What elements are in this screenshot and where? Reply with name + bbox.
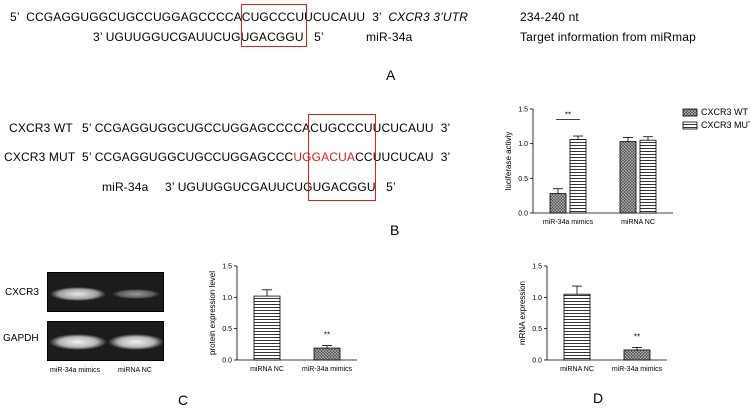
utr-seq-part1: CCGAGGUGGCUGCCUGGAGCCC	[26, 10, 225, 24]
mrna-significance-label: **	[634, 332, 640, 341]
panel-letter-a: A	[386, 67, 396, 83]
mut-seq-part2: CCUUCUCAU	[355, 150, 434, 164]
mirna-3prime: 3’	[93, 30, 103, 44]
prot-y-axis-label: protein expression level	[208, 271, 217, 355]
mut-label: CXCR3 MUT	[4, 150, 76, 164]
mir-label-b: miR-34a	[102, 180, 149, 194]
luc-legend-label: CXCR3 WT	[701, 107, 749, 117]
luc-ytick-label: 0.0	[518, 211, 528, 218]
mir-b-part2: U	[366, 180, 376, 194]
mir-b-3prime: 3’	[165, 180, 175, 194]
prot-ytick-label: 0.5	[222, 326, 232, 333]
wt-label: CXCR3 WT	[9, 121, 73, 135]
blot-cxcr3-bands	[50, 287, 160, 301]
luc-y-axis-label: luciferase activiy	[504, 132, 513, 191]
mir-b-seed: GUGACGG	[303, 180, 367, 194]
prot-x-category-label: miRNA NC	[250, 366, 284, 373]
wt-sequence-line: 5’ CCGAGGUGGCUGCCUGGAGCCCCACUGCCCUUCUCAU…	[82, 121, 450, 135]
mir-sequence-line-b: 3’ UGUUGGUCGAUUCUGUGACGGU 5’	[165, 180, 396, 194]
mrna-chart: 0.0 0.5 1.0 1.5 mRNA expression miRNA NC miR-3…	[518, 264, 667, 373]
mirna-seed: GUGACGG	[231, 30, 295, 44]
mrna-mir-34a-mimics-bar	[623, 349, 651, 361]
prot-ytick-label: 1.5	[222, 264, 232, 271]
luc-cxcr3-mut-bar	[569, 139, 587, 214]
mir-b-5prime: 5’	[386, 180, 396, 194]
wt-3prime: 3’	[440, 121, 451, 135]
mut-3prime: 3’	[440, 150, 451, 164]
source-note: Target information from miRmap	[520, 30, 696, 44]
panel-letter-b: B	[390, 222, 400, 238]
wt-5prime: 5’	[82, 121, 92, 135]
luc-x-category-label: miRNA NC	[621, 219, 655, 226]
mir-b-part1: UGUUGGUCGAUUCU	[177, 180, 304, 194]
mrna-ytick-label: 0.0	[532, 358, 542, 365]
mrna-ytick-label: 0.5	[532, 326, 542, 333]
mrna-mirna-nc-bar	[563, 293, 591, 361]
wt-seq-part2: CUUCUCAUU	[355, 121, 434, 135]
prot-x-category-label: miR-34a mimics	[302, 366, 353, 373]
panel-letter-c: C	[178, 392, 189, 408]
target-site-box-b	[308, 114, 376, 201]
band-cxcr3-nc	[112, 289, 160, 299]
luciferase-chart: 0.0 0.5 1.0 1.5 luciferase activiy miR-34a mi…	[504, 107, 750, 227]
prot-ytick-label: 0.0	[222, 358, 232, 365]
blot-label-gapdh: GAPDH	[3, 333, 39, 344]
mirna-sequence-line: 3’ UGUUGGUCGAUUCUGUGACGGU 5’	[93, 30, 324, 44]
utr-sequence-line: 5’ CCGAGGUGGCUGCCUGGAGCCCCACUGCCCUUCUCAU…	[10, 10, 468, 24]
luc-legend-label: CXCR3 MUT	[701, 120, 750, 130]
mirna-label: miR-34a	[366, 30, 413, 44]
protein-chart: 0.0 0.5 1.0 1.5 protein expression level miRN…	[208, 264, 357, 373]
wt-seq-part1: CCGAGGUGGCUGCCUGGAGCCC	[94, 121, 294, 135]
prot-ytick-label: 1.0	[222, 295, 232, 302]
luc-significance-label: **	[565, 110, 571, 119]
utr-target-site: CACUGCC	[224, 10, 287, 24]
blot-label-cxcr3: CXCR3	[5, 287, 39, 298]
luc-x-category-label: miR-34a mimics	[543, 219, 594, 226]
band-gapdh-mimics	[49, 334, 107, 350]
blot-gapdh-bands	[49, 334, 163, 350]
band-gapdh-nc	[108, 334, 163, 350]
mut-seq-part1: CCGAGGUGGCUGCCUGGAGCCC	[94, 150, 294, 164]
luc-cxcr3-mut-bar	[639, 139, 657, 214]
mrna-x-category-label: miRNA NC	[560, 366, 594, 373]
target-site-box-a	[241, 4, 307, 47]
lane-label-nc: miRNA NC	[118, 367, 152, 374]
band-cxcr3-mimics	[50, 287, 106, 301]
mut-5prime: 5’	[82, 150, 92, 164]
prot-significance-label: **	[324, 331, 330, 340]
mrna-y-axis-label: mRNA expression	[518, 281, 527, 345]
nt-position: 234-240 nt	[520, 10, 579, 24]
prot-mir-34a-mimics-bar	[313, 347, 341, 361]
mrna-x-category-label: miR-34a mimics	[612, 366, 663, 373]
prot-mirna-nc-bar	[253, 295, 281, 361]
mut-sequence-line: 5’ CCGAGGUGGCUGCCUGGAGCCCUGGACUACCUUCUCA…	[82, 150, 450, 164]
utr-3prime: 3’	[372, 10, 382, 24]
luc-ytick-label: 0.5	[518, 176, 528, 183]
mirna-seq-part1: UGUUGGUCGAUUCU	[105, 30, 232, 44]
mirna-seq-part2: U	[294, 30, 304, 44]
luc-cxcr3-wt-bar	[549, 193, 567, 214]
blot-cxcr3	[47, 272, 164, 312]
luc-cxcr3-wt-bar	[619, 141, 637, 214]
utr-5prime: 5’	[10, 10, 20, 24]
luc-ytick-label: 1.5	[518, 107, 528, 114]
utr-label: CXCR3 3’UTR	[388, 10, 469, 24]
blot-gapdh	[47, 321, 164, 361]
luc-legend-swatch	[682, 121, 698, 130]
mrna-ytick-label: 1.0	[532, 295, 542, 302]
mirna-5prime: 5’	[314, 30, 324, 44]
lane-label-mimics: miR-34a mimics	[50, 367, 101, 374]
mrna-ytick-label: 1.5	[532, 264, 542, 271]
luc-ytick-label: 1.0	[518, 141, 528, 148]
luc-legend-swatch	[682, 108, 698, 117]
panel-letter-d: D	[593, 390, 604, 406]
